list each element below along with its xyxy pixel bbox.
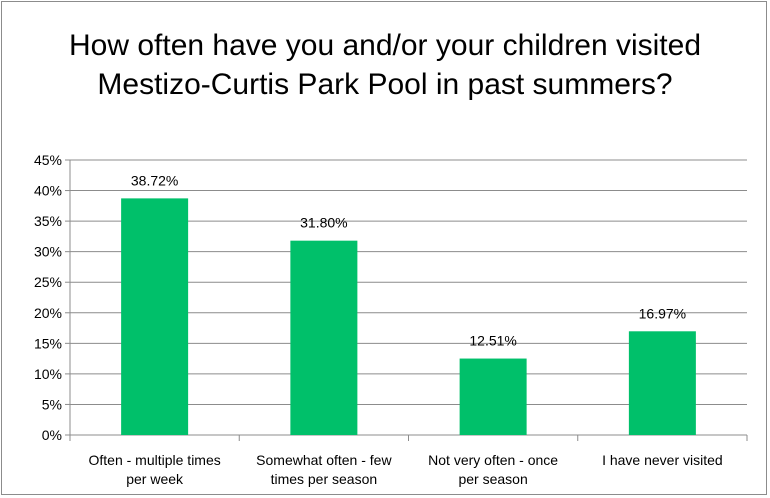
y-tick-label: 45% — [34, 152, 62, 168]
y-tick-label: 10% — [34, 366, 62, 382]
data-label: 38.72% — [131, 172, 178, 188]
y-tick-label: 20% — [34, 305, 62, 321]
data-label: 31.80% — [300, 215, 347, 231]
x-category-label: Not very often - once — [428, 452, 558, 468]
y-tick-label: 35% — [34, 213, 62, 229]
y-tick-label: 5% — [42, 396, 62, 412]
bar — [459, 358, 527, 435]
data-label: 12.51% — [469, 333, 516, 349]
data-label: 16.97% — [639, 305, 686, 321]
y-tick-label: 0% — [42, 427, 62, 443]
y-tick-label: 25% — [34, 274, 62, 290]
x-category-label: I have never visited — [602, 452, 723, 468]
x-category-label: Somewhat often - few — [256, 452, 392, 468]
bar — [121, 198, 189, 435]
bar — [290, 240, 358, 435]
y-tick-label: 40% — [34, 183, 62, 199]
chart-title: How often have you and/or your children … — [68, 29, 702, 101]
x-category-label: times per season — [271, 471, 378, 487]
x-category-label: per week — [126, 471, 184, 487]
y-tick-label: 30% — [34, 244, 62, 260]
x-category-label: Often - multiple times — [88, 452, 220, 468]
bar — [628, 331, 696, 435]
x-category-label: per season — [458, 471, 527, 487]
y-tick-label: 15% — [34, 335, 62, 351]
